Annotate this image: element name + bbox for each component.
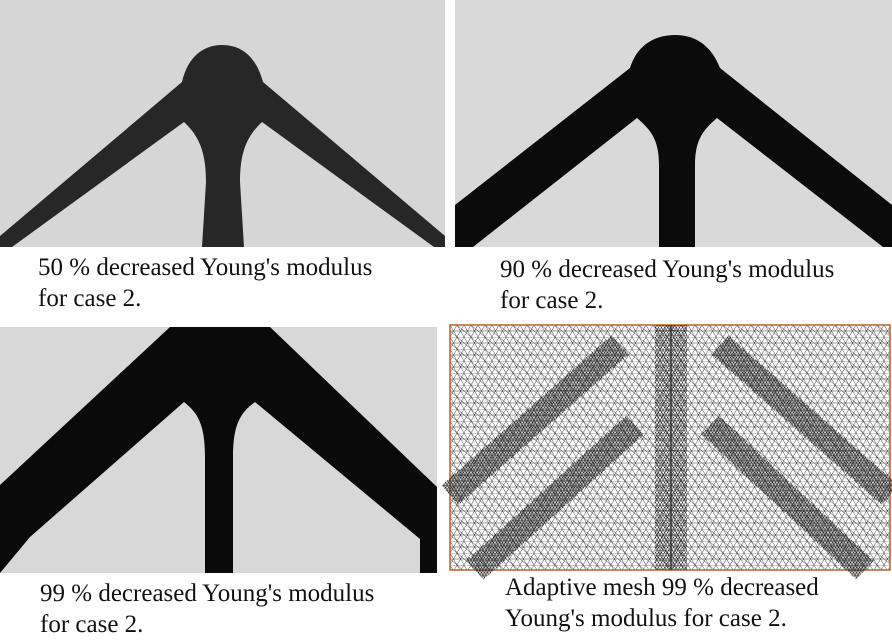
panel-2-image bbox=[455, 0, 892, 247]
caption-line: Adaptive mesh 99 % decreased bbox=[505, 574, 819, 601]
panel-3-image bbox=[0, 327, 437, 573]
caption-line: for case 2. bbox=[500, 287, 604, 314]
caption-line: 50 % decreased Young's modulus bbox=[38, 254, 373, 281]
caption-2: 90 % decreased Young's modulus for case … bbox=[500, 254, 834, 316]
caption-line: for case 2. bbox=[38, 285, 142, 312]
caption-1: 50 % decreased Young's modulus for case … bbox=[38, 252, 372, 314]
panel-1-image bbox=[0, 0, 445, 247]
panel-4-mesh bbox=[441, 324, 892, 580]
caption-line: 90 % decreased Young's modulus bbox=[500, 256, 835, 283]
caption-3: 99 % decreased Young's modulus for case … bbox=[40, 578, 374, 640]
caption-line: for case 2. bbox=[40, 611, 144, 638]
caption-line: Young's modulus for case 2. bbox=[505, 605, 787, 632]
caption-4: Adaptive mesh 99 % decreased Young's mod… bbox=[505, 572, 819, 634]
caption-line: 99 % decreased Young's modulus bbox=[40, 580, 375, 607]
